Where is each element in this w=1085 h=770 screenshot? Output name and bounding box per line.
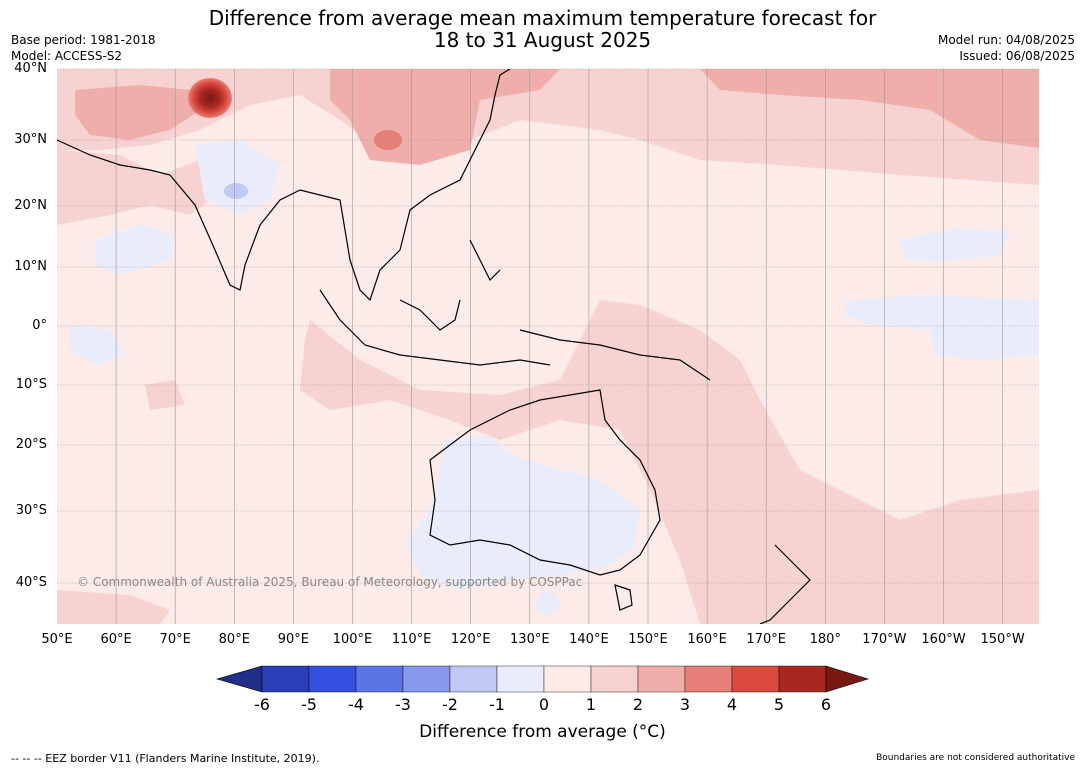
- lat-label: 30°N: [14, 132, 47, 147]
- field-1-2-south: [300, 300, 1039, 624]
- colorbar-label: -3: [395, 695, 411, 714]
- colorbar-label: 0: [538, 695, 550, 714]
- field-1-2-north: [57, 69, 1039, 185]
- field-neg-australia: [405, 435, 640, 590]
- map-title-line1: Difference from average mean maximum tem…: [208, 6, 877, 30]
- colorbar-label: 5: [773, 695, 785, 714]
- field-2-3-westasia: [75, 85, 200, 140]
- field-neg-arabian: [95, 225, 175, 275]
- lat-label: 20°N: [14, 198, 47, 213]
- field-1-2-southwest: [57, 590, 170, 624]
- field-2-3-pacific: [700, 69, 1039, 148]
- colorbar-swatch: [778, 665, 827, 693]
- colorbar-swatch: [261, 665, 310, 693]
- colorbar-swatch: [496, 665, 545, 693]
- colorbar-label: -5: [301, 695, 317, 714]
- colorbar-label: 3: [679, 695, 691, 714]
- copyright-notice: © Commonwealth of Australia 2025, Bureau…: [77, 575, 582, 589]
- lon-label: 150°W: [980, 632, 1025, 647]
- lat-label: 0°: [32, 318, 47, 333]
- lat-label: 30°S: [15, 503, 47, 518]
- lon-label: 130°E: [510, 632, 550, 647]
- colorbar-swatch: [731, 665, 780, 693]
- lon-label: 170°E: [746, 632, 786, 647]
- eez-note: -- -- -- EEZ border V11 (Flanders Marine…: [11, 752, 320, 765]
- colorbar: [215, 665, 870, 693]
- graticule: [57, 68, 1039, 624]
- map-field: [57, 69, 1039, 624]
- field-neg-pacific-n: [900, 228, 1010, 262]
- lon-label: 140°E: [569, 632, 609, 647]
- lat-label: 40°N: [14, 61, 47, 76]
- colorbar-label: 6: [820, 695, 832, 714]
- colorbar-swatch: [308, 665, 357, 693]
- map-title-line2: 18 to 31 August 2025: [433, 28, 652, 52]
- lat-label: 40°S: [15, 575, 47, 590]
- field-neg-indian-ocean: [70, 325, 125, 365]
- field-hotspot: [188, 78, 232, 118]
- colorbar-label: 1: [585, 695, 597, 714]
- colorbar-swatch: [637, 665, 686, 693]
- lat-label: 10°S: [15, 377, 47, 392]
- lat-label: 20°S: [15, 437, 47, 452]
- lon-label: 110°E: [391, 632, 432, 647]
- lon-label: 80°E: [218, 632, 250, 647]
- meta-left: Base period: 1981-2018 Model: ACCESS-S2: [11, 32, 156, 64]
- lon-label: 70°E: [159, 632, 191, 647]
- field-neg-india: [195, 140, 280, 215]
- lon-label: 150°E: [628, 632, 668, 647]
- field-neg-tasmania-sea: [536, 591, 560, 615]
- coastlines: [57, 69, 811, 624]
- base-period: Base period: 1981-2018: [11, 33, 156, 47]
- colorbar-arrow-left: [215, 665, 263, 693]
- model-name: Model: ACCESS-S2: [11, 49, 123, 63]
- field-neg-1-2-india: [224, 183, 248, 199]
- colorbar-swatch: [355, 665, 404, 693]
- lon-label: 120°E: [450, 632, 491, 647]
- colorbar-label: -4: [348, 695, 364, 714]
- lon-label: 160°E: [687, 632, 727, 647]
- colorbar-swatch: [449, 665, 498, 693]
- lon-label: 60°E: [100, 632, 132, 647]
- colorbar-label: 4: [726, 695, 738, 714]
- issued-date: Issued: 06/08/2025: [959, 49, 1075, 63]
- lat-label: 10°N: [14, 259, 47, 274]
- colorbar-title: Difference from average (°C): [419, 722, 666, 742]
- colorbar-swatch: [543, 665, 592, 693]
- colorbar-label: -6: [254, 695, 270, 714]
- lon-label: 90°E: [277, 632, 310, 647]
- disclaimer: Boundaries are not considered authoritat…: [876, 753, 1075, 763]
- model-run: Model run: 04/08/2025: [937, 33, 1075, 47]
- lon-label: 50°E: [41, 632, 73, 647]
- lon-label: 180°: [809, 632, 841, 647]
- colorbar-arrow-right: [825, 665, 870, 693]
- lon-label: 100°E: [332, 632, 373, 647]
- colorbar-label: -2: [442, 695, 458, 714]
- colorbar-label: -1: [489, 695, 505, 714]
- field-neg-pacific-eq: [845, 295, 1039, 360]
- lon-label: 160°W: [921, 632, 966, 647]
- colorbar-swatch: [590, 665, 639, 693]
- colorbar-swatch: [402, 665, 451, 693]
- meta-right: Model run: 04/08/2025 Issued: 06/08/2025: [938, 32, 1075, 64]
- colorbar-label: 2: [632, 695, 644, 714]
- lon-label: 170°W: [862, 632, 907, 647]
- colorbar-swatch: [684, 665, 733, 693]
